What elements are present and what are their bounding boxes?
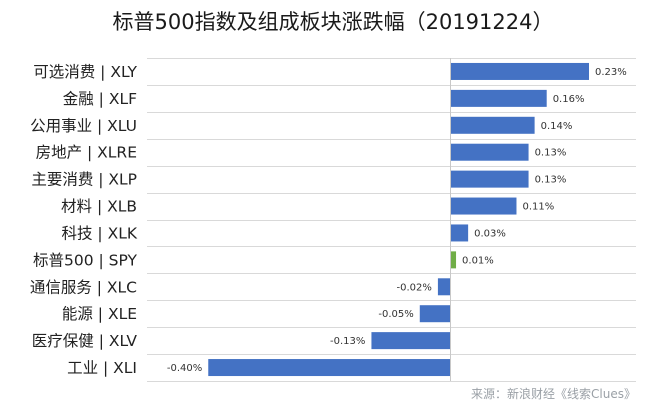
category-label: 通信服务 | XLC (30, 278, 137, 296)
data-label: 0.23% (595, 67, 627, 78)
bar (371, 332, 450, 350)
bar (450, 170, 529, 188)
category-label: 公用事业 | XLU (30, 117, 137, 135)
category-label: 房地产 | XLRE (36, 144, 137, 162)
data-label: -0.40% (167, 363, 202, 374)
data-label: -0.13% (330, 336, 365, 347)
data-label: 0.16% (553, 94, 585, 105)
data-label: -0.02% (397, 282, 432, 293)
bar (437, 278, 450, 296)
category-label: 医疗保健 | XLV (32, 332, 138, 350)
gridlines (147, 58, 636, 382)
data-label: 0.13% (535, 175, 567, 186)
category-label: 能源 | XLE (62, 305, 137, 323)
data-label: 0.11% (522, 202, 554, 213)
data-labels: 0.23% 0.16% 0.14% 0.13% 0.13% 0.11% 0.03% 0.01%… (167, 67, 627, 374)
bar (208, 359, 450, 377)
bar (450, 224, 469, 242)
category-label: 工业 | XLI (67, 359, 137, 377)
category-label: 标普500 | SPY (33, 251, 138, 269)
source-note: 来源：新浪财经《线索Clues》 (471, 386, 636, 401)
bar (450, 143, 529, 161)
data-label: 0.14% (541, 121, 573, 132)
category-label: 金融 | XLF (63, 90, 137, 108)
category-label: 材料 | XLB (61, 198, 137, 216)
data-label: 0.01% (462, 255, 494, 266)
bar (450, 62, 589, 80)
data-label: 0.13% (535, 148, 567, 159)
bar (450, 116, 535, 134)
data-label: 0.03% (474, 228, 506, 239)
data-label: -0.05% (378, 309, 413, 320)
bars (208, 62, 589, 377)
category-label: 可选消费 | XLY (33, 63, 137, 81)
chart-title: 标普500指数及组成板块涨跌幅（20191224） (113, 10, 554, 34)
bar (419, 305, 450, 323)
category-label: 主要消费 | XLP (31, 171, 137, 189)
bar (450, 197, 517, 215)
category-label: 科技 | XLK (62, 224, 138, 242)
category-labels: 可选消费 | XLY 金融 | XLF 公用事业 | XLU 房地产 | XLRE 主要… (30, 63, 138, 377)
bar (450, 89, 547, 107)
bar (450, 251, 457, 269)
